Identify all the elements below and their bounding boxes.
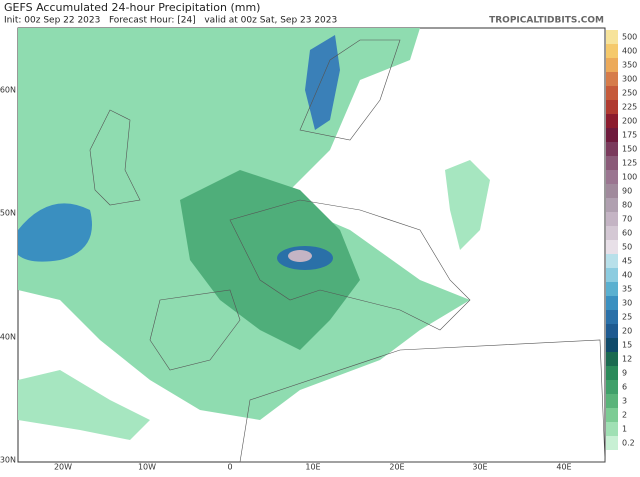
colorbar-swatch [606,44,618,58]
colorbar-swatch [606,268,618,282]
lat-labels: 60N 50N 40N 30N [0,86,16,465]
colorbar-swatch [606,240,618,254]
colorbar-swatch [606,30,618,44]
colorbar-swatch [606,184,618,198]
colorbar-label: 30 [622,299,632,308]
precip-heavy [305,35,340,130]
precip-moderate [180,170,360,350]
colorbar-label: 100 [622,173,637,182]
colorbar-label: 90 [622,187,632,196]
subtitle: Init: 00z Sep 22 2023 Forecast Hour: [24… [4,16,337,26]
title: GEFS Accumulated 24-hour Precipitation (… [4,1,260,14]
colorbar-swatch [606,380,618,394]
colorbar-swatch [606,366,618,380]
colorbar-swatch [606,436,618,450]
colorbar-label: 300 [622,75,637,84]
lat-label: 40N [0,333,16,342]
colorbar-swatch [606,310,618,324]
precip-heavy [18,203,92,262]
colorbar-label: 1 [622,425,627,434]
colorbar-label: 6 [622,383,627,392]
colorbar-swatch [606,352,618,366]
precip-light [18,370,150,440]
colorbar-swatch [606,198,618,212]
colorbar-swatch [606,212,618,226]
lon-label: 40E [556,463,571,472]
lon-label: 10W [138,463,156,472]
colorbar: 5004003503002502252001751501251009080706… [606,30,637,450]
lat-label: 50N [0,209,16,218]
lon-label: 20W [54,463,72,472]
colorbar-label: 350 [622,61,637,70]
colorbar-swatch [606,254,618,268]
colorbar-label: 175 [622,131,637,140]
lon-label: 30E [472,463,487,472]
colorbar-label: 12 [622,355,632,364]
colorbar-swatch [606,338,618,352]
colorbar-label: 0.2 [622,439,635,448]
colorbar-swatch [606,282,618,296]
colorbar-swatch [606,72,618,86]
lat-label: 30N [0,456,16,465]
colorbar-swatch [606,156,618,170]
colorbar-label: 20 [622,327,632,336]
lat-label: 60N [0,86,16,95]
colorbar-label: 70 [622,215,632,224]
colorbar-label: 125 [622,159,637,168]
colorbar-swatch [606,128,618,142]
colorbar-swatch [606,86,618,100]
colorbar-label: 15 [622,341,632,350]
map [17,27,606,463]
colorbar-label: 225 [622,103,637,112]
colorbar-label: 200 [622,117,637,126]
lon-label: 0 [227,463,232,472]
colorbar-swatch [606,100,618,114]
colorbar-label: 50 [622,243,632,252]
colorbar-swatch [606,324,618,338]
colorbar-swatch [606,408,618,422]
colorbar-label: 80 [622,201,632,210]
lon-label: 20E [389,463,404,472]
lon-label: 10E [305,463,320,472]
colorbar-label: 400 [622,47,637,56]
colorbar-label: 35 [622,285,632,294]
colorbar-label: 3 [622,397,627,406]
colorbar-label: 150 [622,145,637,154]
colorbar-label: 2 [622,411,627,420]
colorbar-swatch [606,58,618,72]
colorbar-swatch [606,296,618,310]
colorbar-label: 60 [622,229,632,238]
colorbar-label: 250 [622,89,637,98]
colorbar-swatch [606,170,618,184]
colorbar-label: 40 [622,271,632,280]
coastline [89,39,606,463]
source: TROPICALTIDBITS.COM [489,16,604,26]
colorbar-label: 25 [622,313,632,322]
lon-labels: 20W 10W 0 10E 20E 30E 40E [54,463,572,472]
colorbar-swatch [606,394,618,408]
precip-peak [288,250,312,262]
colorbar-swatch [606,226,618,240]
colorbar-label: 9 [622,369,627,378]
colorbar-swatch [606,422,618,436]
colorbar-swatch [606,142,618,156]
colorbar-swatch [606,114,618,128]
colorbar-label: 45 [622,257,632,266]
colorbar-label: 500 [622,33,637,42]
precip-light [445,160,490,250]
